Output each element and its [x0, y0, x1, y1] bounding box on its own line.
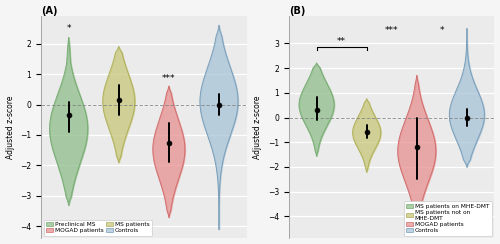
Text: (B): (B) — [289, 6, 306, 16]
Text: *: * — [66, 24, 71, 33]
Text: *: * — [440, 26, 444, 35]
Legend: MS patients on MHE-DMT, MS patients not on
MHE-DMT, MOGAD patients, Controls: MS patients on MHE-DMT, MS patients not … — [404, 201, 492, 235]
Y-axis label: Adjusted z-score: Adjusted z-score — [254, 96, 262, 159]
Y-axis label: Adjusted z-score: Adjusted z-score — [6, 96, 15, 159]
Text: ***: *** — [385, 26, 398, 35]
Text: (A): (A) — [41, 6, 58, 16]
Text: **: ** — [337, 37, 346, 46]
Text: ***: *** — [162, 74, 175, 83]
Legend: Preclinical MS, MOGAD patients, MS patients, Controls: Preclinical MS, MOGAD patients, MS patie… — [44, 220, 152, 235]
